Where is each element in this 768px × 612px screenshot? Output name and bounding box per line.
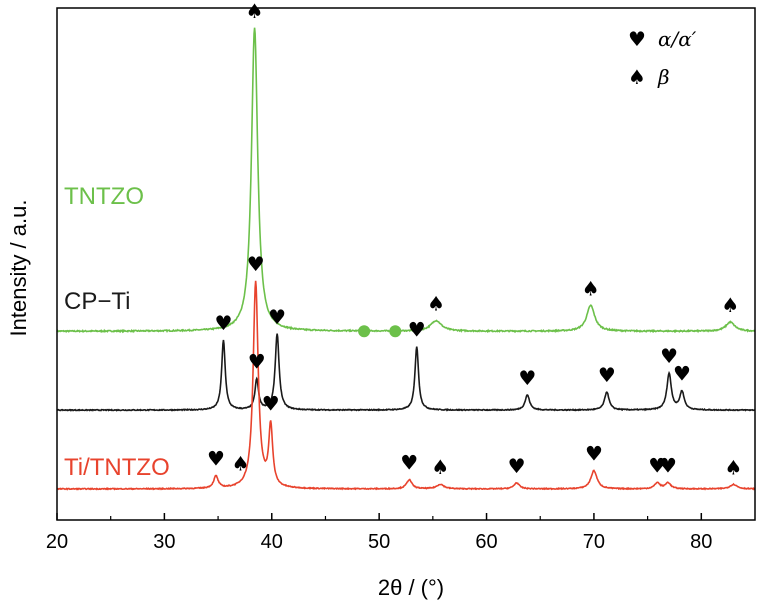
x-tick-label-30: 30: [153, 531, 175, 553]
heart-marker-icon: ♥: [508, 454, 526, 478]
axes-layer: 20 30 40 50 60 70 80: [46, 7, 756, 553]
heart-marker-icon: ♥: [268, 305, 286, 329]
legend-label-0: α/α′: [658, 27, 697, 51]
dot-marker-0: [358, 325, 371, 338]
series-line-1: [56, 333, 756, 412]
series-line-2: [56, 280, 756, 491]
heart-marker-icon: ♥: [518, 366, 536, 390]
y-axis-title: Intensity / a.u.: [6, 200, 31, 337]
series-label-0: TNTZO: [64, 183, 144, 210]
x-axis-title: 2θ / (°): [378, 575, 444, 600]
series-line-0: [56, 27, 756, 334]
x-tick-label-60: 60: [475, 531, 497, 553]
x-tick-label-80: 80: [690, 531, 712, 553]
heart-marker-icon: ♥: [408, 317, 426, 341]
spade-marker-icon: ♠: [431, 455, 449, 479]
x-tick-label-50: 50: [368, 531, 390, 553]
x-tick-label-20: 20: [46, 531, 68, 553]
legend: ♥ α/α′ ♠ β: [628, 27, 697, 89]
heart-marker-icon: ♥: [598, 363, 616, 387]
spade-legend-icon: ♠: [628, 65, 646, 89]
heart-marker-icon: ♥: [214, 311, 232, 335]
legend-label-1: β: [657, 65, 670, 89]
markers-layer: ♠♠♠♠♥♥♥♥♥ ♥♥♥♥ ♠♥♥♥ ♠ ♥♥ ♥♥ ♠: [207, 0, 743, 479]
spade-marker-icon: ♠: [246, 0, 264, 23]
x-tick-label-40: 40: [261, 531, 283, 553]
dot-marker-1: [389, 325, 402, 338]
heart-marker-icon: ♥: [585, 442, 603, 466]
spade-marker-icon: ♠: [232, 452, 250, 476]
spade-marker-icon: ♠: [721, 293, 739, 317]
heart-marker-icon: ♥: [400, 451, 418, 475]
series-label-1: CP−Ti: [64, 288, 130, 315]
heart-marker-icon: ♥: [673, 361, 691, 385]
heart-marker-icon: ♥: [207, 447, 225, 471]
heart-marker-icon: ♥: [248, 349, 266, 373]
spade-marker-icon: ♠: [725, 455, 743, 479]
spade-marker-icon: ♠: [427, 291, 445, 315]
series-layer: TNTZO CP−Ti Ti/TNTZO: [56, 27, 756, 491]
series-label-2: Ti/TNTZO: [64, 454, 170, 481]
spade-marker-icon: ♠: [582, 276, 600, 300]
heart-marker-icon: ♥: [247, 252, 265, 276]
heart-marker-icon: ♥: [648, 453, 666, 477]
heart-legend-icon: ♥: [628, 27, 646, 51]
x-tick-label-70: 70: [583, 531, 605, 553]
heart-marker-icon: ♥: [659, 453, 677, 477]
heart-marker-icon: ♥: [262, 391, 280, 415]
plot-frame: [56, 7, 756, 521]
heart-marker-icon: ♥: [660, 344, 678, 368]
